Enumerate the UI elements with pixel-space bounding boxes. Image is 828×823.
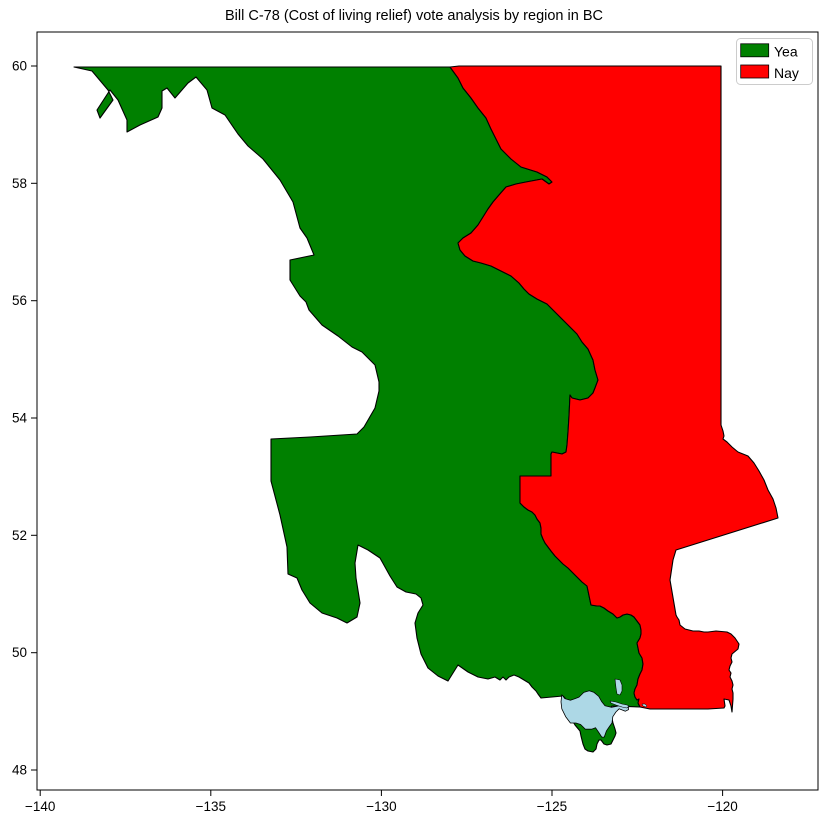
- svg-text:60: 60: [12, 59, 27, 74]
- svg-text:58: 58: [12, 176, 27, 191]
- svg-text:50: 50: [12, 645, 27, 660]
- svg-text:56: 56: [12, 293, 27, 308]
- svg-text:−120: −120: [707, 799, 737, 814]
- svg-text:−130: −130: [366, 799, 396, 814]
- svg-text:52: 52: [12, 528, 27, 543]
- svg-text:−140: −140: [25, 799, 55, 814]
- svg-text:−135: −135: [196, 799, 226, 814]
- svg-text:54: 54: [12, 411, 28, 426]
- svg-text:Yea: Yea: [774, 44, 798, 60]
- svg-text:−125: −125: [537, 799, 567, 814]
- svg-text:Nay: Nay: [774, 65, 799, 81]
- svg-text:48: 48: [12, 763, 27, 778]
